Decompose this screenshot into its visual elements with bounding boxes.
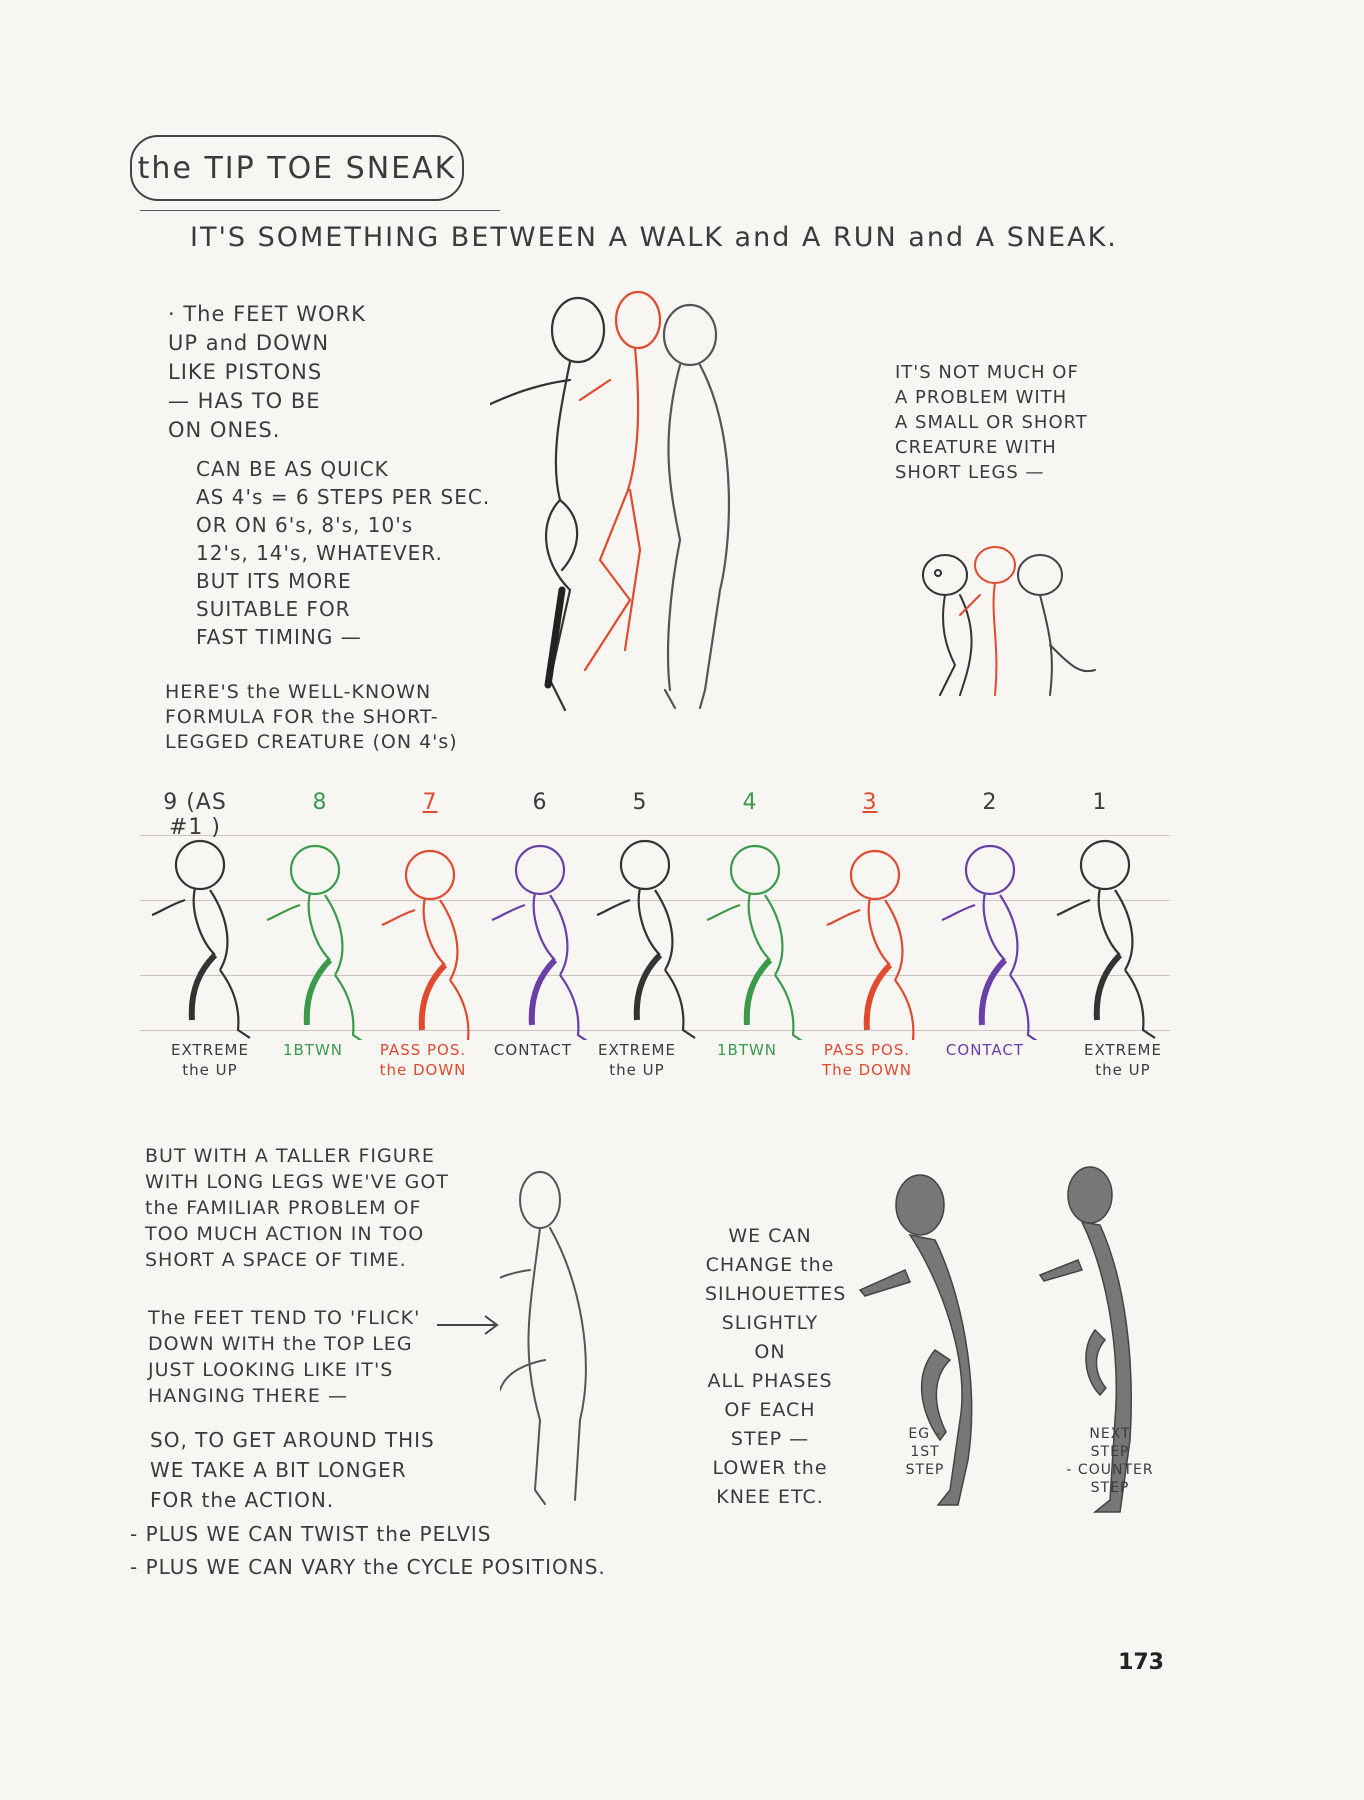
note-plus-cycle: - PLUS WE CAN VARY the CYCLE POSITIONS. bbox=[130, 1555, 606, 1579]
frame-label: PASS POS. the DOWN bbox=[379, 1041, 467, 1079]
frame-label: 1BTWN bbox=[282, 1041, 344, 1059]
tall-sneak-illustration bbox=[490, 290, 731, 712]
note-quick: CAN BE AS QUICK AS 4's = 6 STEPS PER SEC… bbox=[196, 457, 491, 649]
long-leg-figure-illustration bbox=[500, 1171, 587, 1505]
silhouette-figures-illustration bbox=[858, 1166, 1132, 1513]
note-next-step: NEXT STEP - COUNTER STEP bbox=[1066, 1426, 1154, 1496]
frame-number: 7 bbox=[422, 790, 438, 815]
frame-number: 6 bbox=[532, 790, 548, 815]
cycle-figure bbox=[827, 851, 925, 1040]
note-eg-first-step: EG - 1ST STEP bbox=[905, 1426, 945, 1478]
frame-number: 2 bbox=[982, 790, 998, 815]
frame-number: 4 bbox=[742, 790, 758, 815]
frame-label: EXTREME the UP bbox=[171, 1041, 249, 1079]
frame-number: 5 bbox=[632, 790, 648, 815]
frame-number: 9 (AS #1 ) bbox=[163, 790, 227, 840]
walk-cycle-frames bbox=[150, 820, 1180, 1040]
guide-line-lower bbox=[140, 975, 1170, 976]
cycle-figure bbox=[1057, 841, 1155, 1038]
frame-number: 3 bbox=[862, 790, 878, 815]
frame-number: 1 bbox=[1092, 790, 1108, 815]
title-underline bbox=[140, 210, 500, 211]
guide-line-base bbox=[140, 1030, 1170, 1031]
note-silhouettes: WE CAN CHANGE the SILHOUETTES SLIGHTLY O… bbox=[705, 1225, 847, 1508]
cycle-figure bbox=[597, 841, 695, 1038]
guide-line-top bbox=[140, 835, 1170, 836]
cycle-figure bbox=[707, 846, 805, 1040]
frame-label: EXTREME the UP bbox=[1084, 1041, 1162, 1079]
frame-label: 1BTWN bbox=[716, 1041, 778, 1059]
arrow-icon bbox=[437, 1315, 499, 1335]
mouse-sneak-illustration bbox=[922, 546, 1096, 696]
note-formula: HERE'S the WELL-KNOWN FORMULA FOR the SH… bbox=[165, 681, 458, 753]
frame-label: EXTREME the UP bbox=[598, 1041, 676, 1079]
note-taller: BUT WITH A TALLER FIGURE WITH LONG LEGS … bbox=[145, 1145, 449, 1271]
cycle-figure bbox=[152, 841, 250, 1038]
frame-label: PASS POS. The DOWN bbox=[821, 1041, 913, 1079]
frame-label: CONTACT bbox=[493, 1041, 573, 1059]
note-short-creature: IT'S NOT MUCH OF A PROBLEM WITH A SMALL … bbox=[895, 362, 1088, 483]
guide-line-middle bbox=[140, 900, 1170, 901]
frame-label: CONTACT bbox=[945, 1041, 1025, 1059]
page-title: the TIP TOE SNEAK bbox=[130, 135, 464, 201]
page-number: 173 bbox=[1118, 1650, 1164, 1675]
note-longer: SO, TO GET AROUND THIS WE TAKE A BIT LON… bbox=[150, 1428, 435, 1512]
cycle-figure bbox=[267, 846, 365, 1040]
frame-number: 8 bbox=[312, 790, 328, 815]
note-feet: · The FEET WORK UP and DOWN LIKE PISTONS… bbox=[168, 302, 366, 442]
cycle-figure bbox=[942, 846, 1040, 1040]
note-flick: The FEET TEND TO 'FLICK' DOWN WITH the T… bbox=[148, 1307, 421, 1407]
subtitle: IT'S SOMETHING BETWEEN A WALK and A RUN … bbox=[190, 222, 1118, 253]
note-plus-pelvis: - PLUS WE CAN TWIST the PELVIS bbox=[130, 1522, 492, 1546]
cycle-figure bbox=[492, 846, 590, 1040]
cycle-figure bbox=[382, 851, 480, 1040]
